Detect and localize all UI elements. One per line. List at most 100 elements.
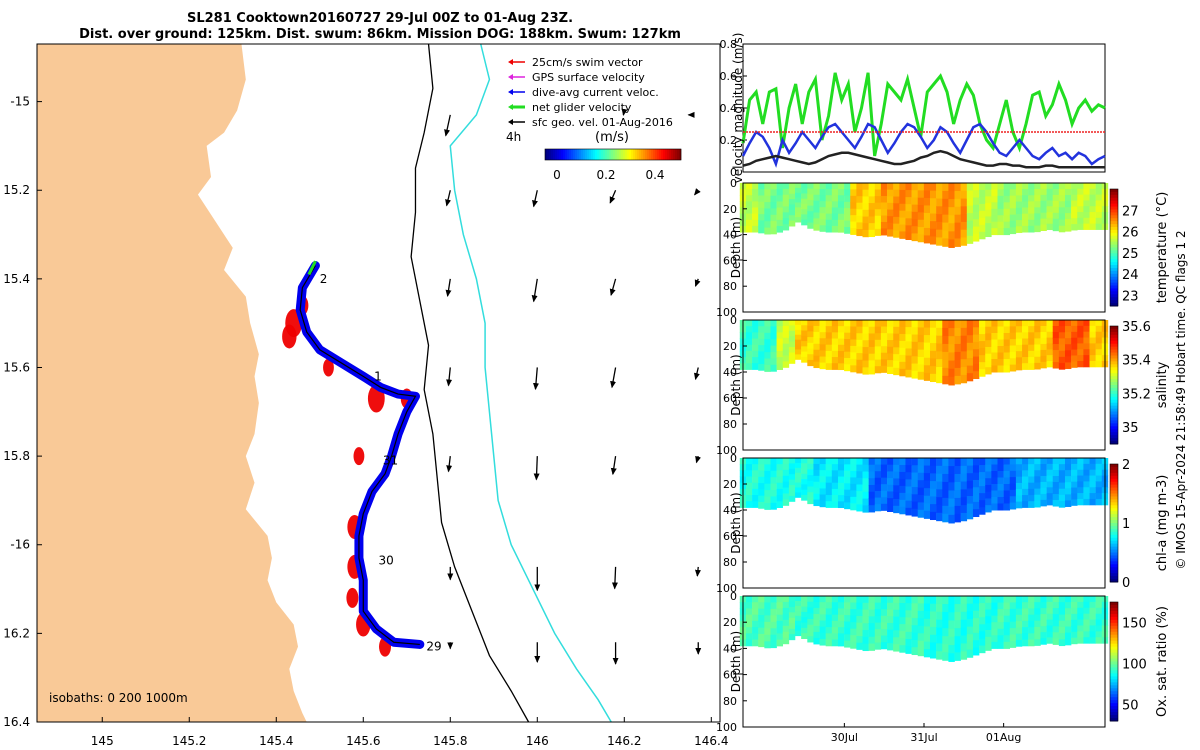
heatmap-cell-0-26-1	[899, 189, 906, 198]
heatmap-ytick-label-3-4: 80	[723, 695, 737, 708]
heatmap-cell-3-53-6	[1064, 632, 1072, 640]
heatmap-cell-0-36-5	[960, 221, 968, 231]
heatmap-cell-1-30-3	[923, 342, 931, 351]
map-colorbar-cell-20	[585, 149, 588, 160]
heatmap-cell-1-4-0	[764, 320, 771, 327]
heatmap-frame-2	[742, 457, 1106, 589]
heatmap-cell-3-49-1	[1040, 602, 1047, 609]
heatmap-cell-2-9-0	[795, 458, 802, 464]
heatmap-cell-1-47-1	[1028, 326, 1035, 333]
heatmap-cell-0-4-0	[764, 183, 771, 190]
heatmap-cell-1-10-0	[801, 320, 808, 326]
heatmap-cell-3-12-0	[813, 596, 820, 603]
heatmap-cell-3-47-0	[1028, 596, 1035, 603]
heatmap-cell-0-54-7	[1071, 224, 1078, 231]
heatmap-cell-1-52-0	[1058, 320, 1066, 327]
map-colorbar-tick-1: 0.2	[596, 168, 615, 182]
heatmap-cell-2-54-4	[1071, 481, 1078, 489]
heatmap-cell-2-19-5	[856, 491, 863, 499]
heatmap-cell-1-35-1	[954, 327, 961, 337]
heatmap-cell-1-50-2	[1046, 331, 1053, 339]
heatmap-cell-1-43-3	[1003, 339, 1011, 347]
heatmap-ytick-label-2-0: 0	[730, 452, 737, 465]
heatmap-ytick-label-0-0: 0	[730, 177, 737, 190]
heatmap-cell-1-6-3	[776, 338, 784, 346]
heatmap-cell-2-4-2	[764, 470, 771, 478]
heatmap-cell-3-55-2	[1077, 607, 1084, 615]
heatmap-cell-2-19-0	[856, 458, 863, 466]
heatmap-cell-1-37-6	[966, 365, 974, 374]
heatmap-cell-3-41-7	[991, 641, 998, 649]
heatmap-cell-0-7-2	[782, 194, 790, 202]
heatmap-cell-1-3-1	[758, 326, 765, 334]
heatmap-cell-3-34-0	[948, 596, 955, 605]
heatmap-cell-3-23-7	[880, 642, 888, 650]
heatmap-cell-2-14-5	[825, 488, 833, 496]
heatmap-cell-3-56-5	[1083, 625, 1090, 632]
heatmap-cell-3-12-4	[813, 619, 820, 627]
heatmap-cell-3-40-7	[985, 643, 992, 651]
heatmap-cell-2-38-4	[972, 487, 980, 496]
heatmap-cell-0-28-4	[911, 211, 918, 220]
heatmap-cell-1-42-4	[997, 346, 1004, 353]
heatmap-cell-2-46-4	[1022, 482, 1029, 490]
heatmap-cell-2-28-2	[911, 472, 918, 481]
colorbar-cell-2-39	[1110, 579, 1118, 583]
heatmap-cell-1-9-0	[795, 320, 802, 326]
heatmap-cell-3-39-6	[979, 638, 986, 647]
heatmap-cell-2-36-1	[960, 465, 968, 475]
map-colorbar-cell-36	[617, 149, 620, 160]
heatmap-cell-0-9-4	[795, 202, 802, 208]
heatmap-cell-3-50-1	[1046, 601, 1053, 609]
heatmap-cell-1-10-5	[801, 346, 808, 353]
heatmap-cell-1-46-2	[1022, 332, 1029, 340]
heatmap-cell-0-53-6	[1064, 219, 1072, 226]
heatmap-cell-0-10-1	[801, 188, 808, 194]
heatmap-cell-1-58-6	[1095, 355, 1103, 362]
heatmap-cell-2-58-5	[1095, 487, 1103, 494]
heatmap-cell-2-40-4	[985, 484, 992, 493]
heatmap-cell-1-39-6	[979, 362, 986, 370]
heatmap-cell-1-57-6	[1089, 355, 1096, 362]
heatmap-cell-0-41-1	[991, 189, 998, 197]
heatmap-cell-3-28-2	[911, 610, 918, 619]
heatmap-cell-1-15-5	[831, 350, 839, 358]
heatmap-cell-1-12-7	[813, 361, 820, 369]
heatmap-cell-3-8-4	[788, 617, 796, 624]
heatmap-cell-0-33-6	[942, 230, 949, 239]
heatmap-cell-2-48-2	[1034, 470, 1041, 477]
heatmap-cell-3-25-1	[893, 602, 900, 611]
heatmap-cell-1-42-5	[997, 352, 1004, 360]
heatmap-cell-3-42-2	[997, 609, 1004, 617]
heatmap-cell-2-5-4	[770, 483, 777, 491]
heatmap-cell-1-10-3	[801, 335, 808, 342]
heatmap-cell-3-32-2	[936, 611, 943, 621]
heatmap-cell-0-9-6	[795, 212, 802, 218]
heatmap-cell-3-40-4	[985, 623, 992, 631]
heatmap-cell-2-3-6	[758, 495, 765, 503]
heatmap-cell-1-19-0	[856, 320, 863, 328]
heatmap-cell-0-33-7	[942, 238, 949, 247]
heatmap-cell-2-20-7	[862, 505, 869, 513]
heatmap-cell-3-17-7	[844, 640, 851, 648]
heatmap-cell-2-14-4	[825, 482, 833, 490]
heatmap-cell-1-1-2	[745, 332, 753, 340]
heatmap-cell-2-30-4	[923, 488, 931, 497]
colorbar-cell-3-32	[1110, 697, 1118, 701]
heatmap-cell-0-20-1	[862, 189, 869, 197]
heatmap-cell-2-52-1	[1058, 464, 1066, 471]
heatmap-cell-2-29-6	[917, 502, 925, 511]
heatmap-cell-1-44-1	[1009, 326, 1017, 334]
heatmap-cell-0-54-0	[1071, 183, 1078, 190]
heatmap-cell-2-54-5	[1071, 487, 1078, 494]
heatmap-cell-2-49-5	[1040, 487, 1047, 495]
heatmap-cell-0-23-1	[880, 189, 888, 197]
heatmap-cell-2-33-0	[942, 458, 949, 467]
legend-arrow-4	[508, 119, 513, 125]
heatmap-ytick-label-0-3: 60	[723, 254, 737, 267]
map-colorbar-cell-26	[597, 149, 600, 160]
heatmap-cell-0-21-0	[868, 183, 876, 191]
heatmap-cell-0-47-4	[1028, 207, 1035, 215]
colorbar-cell-2-11	[1110, 496, 1118, 500]
